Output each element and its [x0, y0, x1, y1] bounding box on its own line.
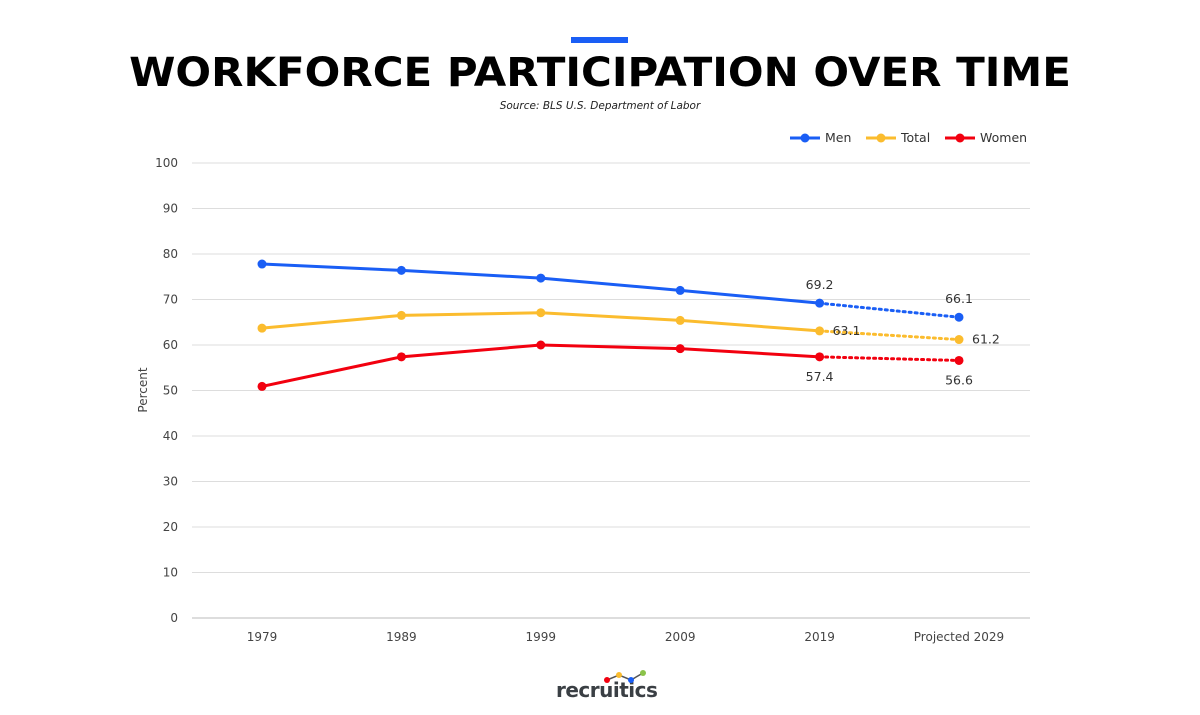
data-label-women: 57.4 [806, 369, 834, 384]
data-point-total [257, 323, 267, 333]
y-tick-label: 60 [163, 338, 178, 352]
data-point-total [954, 335, 964, 345]
data-point-women [257, 381, 267, 391]
y-tick-label: 90 [163, 202, 178, 216]
legend-label-men: Men [825, 130, 851, 145]
legend-label-women: Women [980, 130, 1027, 145]
projected-line-total [818, 329, 961, 342]
data-point-men [257, 259, 267, 269]
data-point-women [396, 352, 406, 362]
projected-line-men [818, 301, 961, 319]
recruitics-logo: recruitics [556, 670, 658, 702]
data-point-men [675, 285, 685, 295]
title-accent-bar [571, 37, 628, 43]
data-label-women: 56.6 [945, 372, 973, 387]
data-point-women [815, 352, 825, 362]
series-line-men [261, 262, 820, 305]
data-point-total [675, 315, 685, 325]
y-axis-label: Percent [136, 367, 150, 412]
legend-marker-total [876, 133, 886, 143]
series-line-women [261, 343, 820, 388]
data-point-women [536, 340, 546, 350]
x-tick-label: 1999 [526, 630, 557, 644]
y-tick-label: 30 [163, 475, 178, 489]
data-point-men [815, 298, 825, 308]
data-point-men [396, 265, 406, 275]
chart-source: Source: BLS U.S. Department of Labor [499, 100, 701, 112]
legend-marker-men [800, 133, 810, 143]
data-point-total [815, 326, 825, 336]
x-tick-label: Projected 2029 [914, 630, 1004, 644]
y-tick-label: 100 [155, 156, 178, 170]
data-point-men [536, 273, 546, 283]
data-label-men: 66.1 [945, 291, 973, 306]
x-tick-label: 2019 [804, 630, 835, 644]
legend-label-total: Total [900, 130, 930, 145]
data-label-total: 61.2 [972, 332, 1000, 347]
data-point-women [954, 355, 964, 365]
legend-marker-women [955, 133, 965, 143]
data-label-men: 69.2 [806, 277, 834, 292]
y-tick-label: 40 [163, 429, 178, 443]
data-point-men [954, 312, 964, 322]
data-point-total [396, 310, 406, 320]
data-point-women [675, 344, 685, 354]
x-tick-label: 1989 [386, 630, 417, 644]
data-point-total [536, 308, 546, 318]
chart-title: WORKFORCE PARTICIPATION OVER TIME [129, 50, 1071, 96]
y-tick-label: 0 [170, 611, 178, 625]
logo-dots-icon [604, 670, 646, 683]
projected-line-women [818, 355, 961, 362]
y-tick-label: 20 [163, 520, 178, 534]
y-tick-label: 10 [163, 566, 178, 580]
y-tick-label: 70 [163, 293, 178, 307]
y-tick-label: 80 [163, 247, 178, 261]
y-tick-label: 50 [163, 384, 178, 398]
x-tick-label: 1979 [247, 630, 278, 644]
x-tick-label: 2009 [665, 630, 696, 644]
data-label-total: 63.1 [833, 323, 861, 338]
